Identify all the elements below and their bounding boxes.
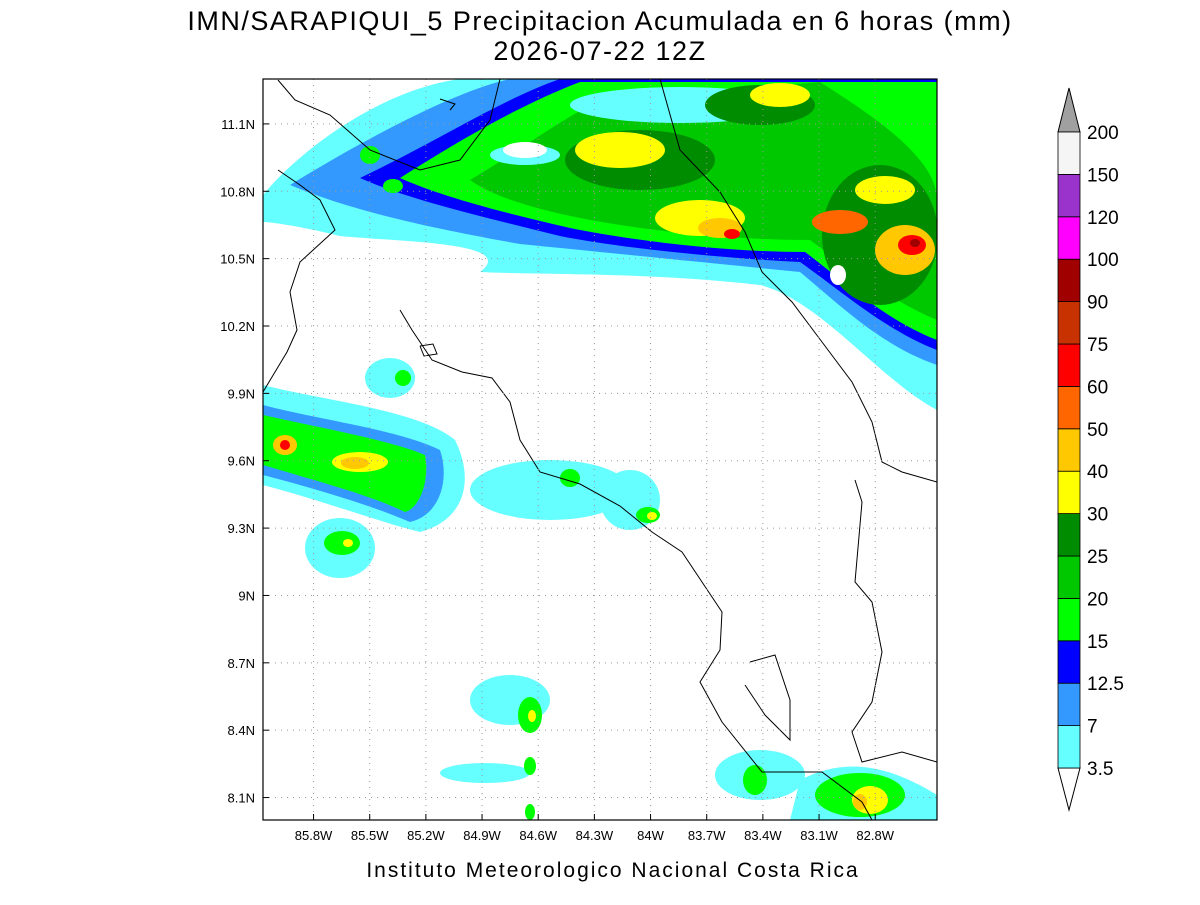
colorbar-box [1057, 428, 1081, 472]
x-tick-label: 84W [637, 828, 664, 843]
y-tick-label: 11.1N [221, 117, 255, 132]
colorbar-label: 40 [1087, 462, 1108, 483]
rain-area [525, 804, 535, 820]
colorbar-box [1057, 385, 1081, 430]
rain-area [647, 512, 657, 520]
x-tick-label: 84.6W [519, 828, 557, 843]
colorbar-box [1057, 598, 1081, 642]
colorbar-box [1057, 131, 1081, 175]
colorbar-label: 12.5 [1087, 674, 1124, 695]
rain-gap [503, 142, 547, 158]
colorbar-label: 7 [1087, 717, 1098, 738]
colorbar-box [1057, 258, 1081, 303]
axes: 85.8W 85.5W 85.2W 84.9W 84.6W 84.3W 84W 83.7W 83… [220, 79, 937, 843]
rain-gap [830, 265, 846, 285]
colorbar-label: 100 [1087, 250, 1119, 271]
y-tick-label: 10.2N [220, 319, 255, 334]
colorbar-box [1057, 343, 1081, 387]
rain-area [528, 710, 536, 722]
colorbar-label: 90 [1087, 293, 1108, 314]
x-tick-label: 85.2W [407, 828, 445, 843]
x-tick-label: 83.4W [744, 828, 782, 843]
coastline [263, 79, 937, 820]
y-tick-label: 9N [238, 588, 255, 603]
colorbar-box [1057, 173, 1081, 218]
map-frame [262, 78, 938, 821]
x-tick-label: 82.8W [856, 828, 894, 843]
y-tick-label: 10.5N [220, 252, 255, 267]
rain-area [750, 83, 810, 107]
colorbar-label: 75 [1087, 335, 1108, 356]
rain-area [395, 370, 411, 386]
rain-area [440, 763, 530, 783]
rain-area [365, 358, 415, 398]
rain-area [341, 457, 369, 469]
colorbar-box [1057, 513, 1081, 557]
colorbar-label: 30 [1087, 505, 1108, 526]
colorbar-box [1057, 301, 1081, 345]
rain-area [470, 460, 630, 520]
colorbar-box [1057, 555, 1081, 599]
x-tick-label: 85.8W [295, 828, 333, 843]
y-tick-label: 8.4N [228, 723, 255, 738]
rain-area [910, 239, 920, 247]
y-tick-label: 8.7N [228, 656, 255, 671]
footer: Instituto Meteorologico Nacional Costa R… [366, 859, 859, 882]
colorbar-box [1057, 216, 1081, 260]
rain-area [812, 210, 868, 234]
colorbar-label: 3.5 [1087, 759, 1113, 780]
colorbar-box [1057, 470, 1081, 515]
y-tick-label: 9.6N [228, 454, 255, 469]
y-tick-label: 9.9N [228, 386, 255, 401]
rain-area [280, 440, 290, 450]
y-tick-label: 9.3N [228, 521, 255, 536]
rain-area [724, 229, 740, 239]
x-tick-label: 84.3W [576, 828, 614, 843]
rain-area [324, 531, 360, 555]
rain-area [524, 757, 536, 775]
colorbar-label: 200 [1087, 123, 1119, 144]
colorbar: 3.5 7 12.5 15 20 25 30 40 50 60 75 90 100 120 150 200 [1057, 87, 1124, 812]
colorbar-label: 120 [1087, 208, 1119, 229]
colorbar-label: 25 [1087, 547, 1108, 568]
colorbar-label: 60 [1087, 377, 1108, 398]
colorbar-under [1057, 767, 1081, 812]
rain-area [343, 539, 353, 547]
rain-area [383, 179, 403, 193]
colorbar-box [1057, 682, 1081, 727]
colorbar-box [1057, 725, 1081, 769]
rain-area [360, 146, 380, 164]
rain-area [560, 469, 580, 487]
rain-area [855, 176, 915, 204]
x-tick-label: 83.1W [800, 828, 838, 843]
y-tick-label: 8.1N [228, 791, 255, 806]
rain-area [743, 765, 767, 795]
colorbar-label: 50 [1087, 420, 1108, 441]
subtitle: 2026-07-22 12Z [493, 36, 706, 66]
x-tick-label: 85.5W [351, 828, 389, 843]
colorbar-label: 150 [1087, 165, 1119, 186]
y-tick-label: 10.8N [220, 184, 255, 199]
colorbar-box [1057, 640, 1081, 684]
x-tick-label: 84.9W [463, 828, 501, 843]
colorbar-over [1057, 87, 1081, 133]
colorbar-label: 15 [1087, 632, 1108, 653]
colorbar-label: 20 [1087, 589, 1108, 610]
x-tick-label: 83.7W [688, 828, 726, 843]
title: IMN/SARAPIQUI_5 Precipitacion Acumulada … [187, 6, 1012, 36]
precip-field [263, 79, 937, 820]
rain-area [575, 132, 665, 168]
